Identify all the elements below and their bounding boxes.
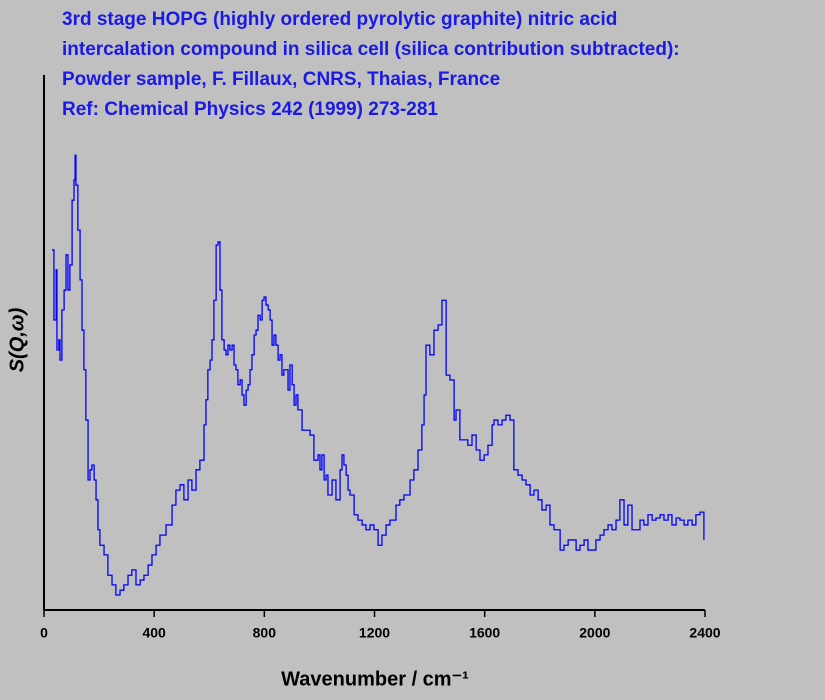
y-axis-label: S(Q,ω) bbox=[6, 307, 28, 372]
x-tick-label: 800 bbox=[253, 625, 277, 641]
data-line bbox=[51, 154, 705, 596]
x-tick-label: 0 bbox=[40, 625, 48, 641]
x-tick-label: 2400 bbox=[689, 625, 720, 641]
chart-title: Ref: Chemical Physics 242 (1999) 273-281 bbox=[62, 99, 438, 120]
x-tick-label: 1200 bbox=[359, 625, 390, 641]
x-axis-label: Wavenumber / cm⁻¹ bbox=[281, 668, 469, 690]
chart-title: intercalation compound in silica cell (s… bbox=[62, 39, 680, 60]
x-tick-label: 400 bbox=[142, 625, 166, 641]
x-tick-label: 1600 bbox=[469, 625, 500, 641]
chart-title: 3rd stage HOPG (highly ordered pyrolytic… bbox=[62, 9, 617, 30]
chart-title: Powder sample, F. Fillaux, CNRS, Thaias,… bbox=[62, 69, 500, 90]
x-tick-label: 2000 bbox=[579, 625, 610, 641]
